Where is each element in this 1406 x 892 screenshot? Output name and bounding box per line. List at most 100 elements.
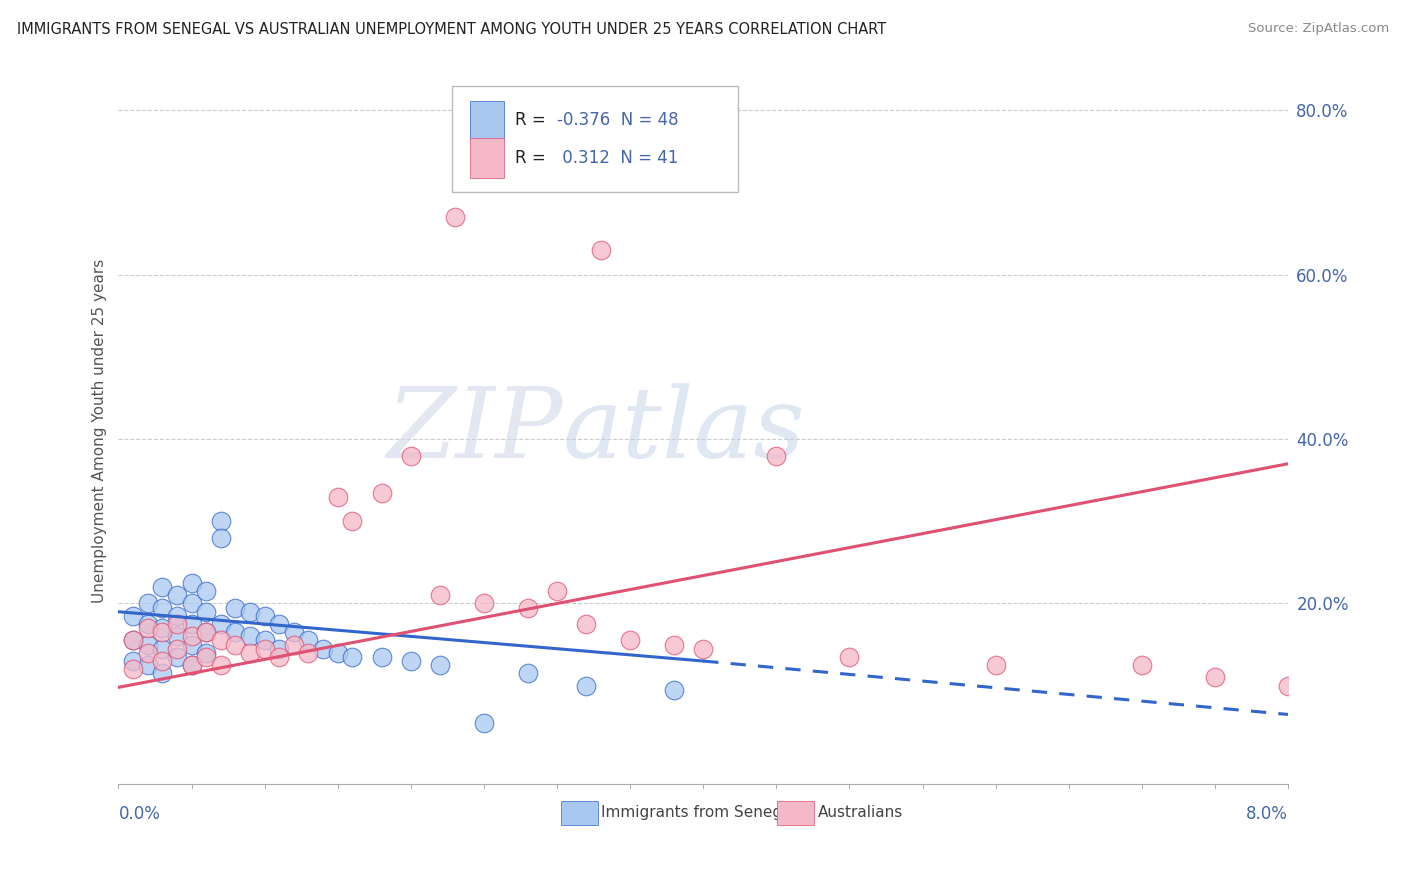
- Point: [662, 638, 685, 652]
- FancyBboxPatch shape: [561, 801, 598, 824]
- Point: [209, 617, 232, 632]
- Text: atlas: atlas: [562, 384, 806, 478]
- Point: [312, 641, 335, 656]
- Text: R =: R =: [515, 111, 551, 128]
- Text: -0.376  N = 48: -0.376 N = 48: [557, 111, 679, 128]
- Point: [269, 649, 291, 664]
- Point: [472, 715, 495, 730]
- Point: [297, 633, 319, 648]
- Point: [136, 638, 159, 652]
- Text: R =: R =: [515, 149, 551, 167]
- Text: 8.0%: 8.0%: [1246, 805, 1288, 823]
- Point: [224, 600, 246, 615]
- Point: [150, 621, 173, 635]
- Point: [166, 608, 188, 623]
- Point: [253, 608, 276, 623]
- Point: [166, 629, 188, 643]
- Point: [224, 625, 246, 640]
- Text: Australians: Australians: [818, 805, 903, 820]
- Point: [239, 605, 262, 619]
- Point: [269, 641, 291, 656]
- Point: [180, 576, 202, 591]
- Point: [166, 641, 188, 656]
- Point: [502, 169, 524, 183]
- Point: [180, 638, 202, 652]
- Point: [838, 649, 860, 664]
- Point: [546, 584, 568, 599]
- Point: [269, 617, 291, 632]
- Point: [122, 662, 145, 676]
- FancyBboxPatch shape: [471, 101, 505, 140]
- Text: 0.0%: 0.0%: [118, 805, 160, 823]
- Point: [1130, 658, 1153, 673]
- Point: [429, 658, 451, 673]
- Point: [136, 617, 159, 632]
- Point: [136, 646, 159, 660]
- Point: [253, 641, 276, 656]
- Point: [765, 449, 787, 463]
- Point: [239, 629, 262, 643]
- Text: Source: ZipAtlas.com: Source: ZipAtlas.com: [1249, 22, 1389, 36]
- Point: [150, 580, 173, 594]
- Point: [122, 654, 145, 668]
- Text: Immigrants from Senegal: Immigrants from Senegal: [602, 805, 796, 820]
- Point: [692, 641, 714, 656]
- Point: [166, 617, 188, 632]
- Point: [122, 633, 145, 648]
- Point: [516, 600, 538, 615]
- Text: ZIP: ZIP: [387, 384, 562, 478]
- Text: IMMIGRANTS FROM SENEGAL VS AUSTRALIAN UNEMPLOYMENT AMONG YOUTH UNDER 25 YEARS CO: IMMIGRANTS FROM SENEGAL VS AUSTRALIAN UN…: [17, 22, 886, 37]
- Point: [195, 625, 218, 640]
- Point: [136, 658, 159, 673]
- Point: [195, 625, 218, 640]
- FancyBboxPatch shape: [451, 86, 738, 192]
- Point: [239, 646, 262, 660]
- Point: [342, 514, 364, 528]
- Point: [399, 654, 422, 668]
- Point: [297, 646, 319, 660]
- Point: [662, 682, 685, 697]
- Point: [166, 588, 188, 602]
- Point: [443, 210, 465, 224]
- Point: [122, 608, 145, 623]
- Point: [283, 625, 305, 640]
- Point: [180, 629, 202, 643]
- Point: [166, 649, 188, 664]
- Point: [195, 649, 218, 664]
- Point: [342, 649, 364, 664]
- Point: [370, 649, 392, 664]
- Point: [283, 638, 305, 652]
- Point: [516, 666, 538, 681]
- Point: [136, 597, 159, 611]
- Point: [150, 600, 173, 615]
- Point: [326, 490, 349, 504]
- Point: [180, 597, 202, 611]
- Point: [209, 633, 232, 648]
- Point: [150, 625, 173, 640]
- Point: [619, 633, 641, 648]
- Text: 0.312  N = 41: 0.312 N = 41: [557, 149, 679, 167]
- Point: [209, 658, 232, 673]
- Point: [136, 621, 159, 635]
- Point: [195, 584, 218, 599]
- Point: [984, 658, 1007, 673]
- Point: [150, 666, 173, 681]
- Point: [429, 588, 451, 602]
- Point: [224, 638, 246, 652]
- Point: [209, 514, 232, 528]
- Point: [472, 597, 495, 611]
- Point: [180, 658, 202, 673]
- Point: [150, 654, 173, 668]
- Point: [180, 658, 202, 673]
- Point: [589, 243, 612, 257]
- Y-axis label: Unemployment Among Youth under 25 years: Unemployment Among Youth under 25 years: [93, 259, 107, 603]
- Point: [575, 617, 598, 632]
- Point: [209, 531, 232, 545]
- Point: [253, 633, 276, 648]
- Point: [195, 605, 218, 619]
- Point: [195, 646, 218, 660]
- Point: [180, 617, 202, 632]
- FancyBboxPatch shape: [778, 801, 814, 824]
- Point: [1204, 671, 1226, 685]
- Point: [150, 641, 173, 656]
